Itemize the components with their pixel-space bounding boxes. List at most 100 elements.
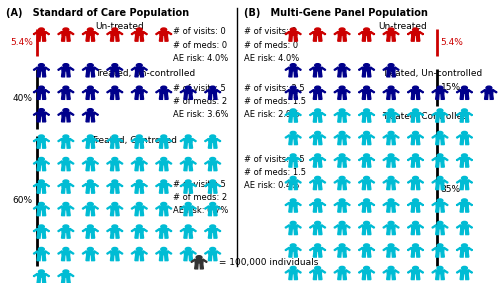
Circle shape [112, 225, 117, 228]
Polygon shape [411, 274, 414, 280]
Text: (A)   Standard of Care Population: (A) Standard of Care Population [6, 8, 189, 18]
Polygon shape [37, 184, 46, 187]
Polygon shape [386, 270, 396, 274]
Polygon shape [160, 35, 163, 41]
Circle shape [314, 86, 320, 90]
Polygon shape [383, 67, 388, 70]
Polygon shape [42, 35, 45, 41]
Polygon shape [106, 184, 111, 186]
Polygon shape [358, 180, 363, 183]
Polygon shape [321, 113, 326, 115]
Circle shape [462, 154, 468, 157]
Polygon shape [289, 71, 292, 77]
Polygon shape [216, 184, 221, 186]
Polygon shape [460, 274, 464, 280]
Polygon shape [394, 67, 399, 70]
Polygon shape [362, 158, 371, 161]
Polygon shape [411, 203, 420, 206]
Polygon shape [368, 139, 371, 145]
Polygon shape [441, 206, 444, 212]
Polygon shape [394, 203, 399, 205]
Polygon shape [386, 225, 396, 229]
Polygon shape [62, 210, 65, 216]
Polygon shape [490, 93, 494, 99]
Polygon shape [82, 112, 86, 115]
Polygon shape [289, 139, 292, 145]
Polygon shape [362, 161, 366, 167]
Polygon shape [208, 165, 212, 171]
Circle shape [186, 135, 191, 138]
Polygon shape [184, 184, 192, 187]
Polygon shape [368, 274, 371, 280]
Polygon shape [386, 116, 390, 122]
Polygon shape [143, 139, 148, 142]
Polygon shape [383, 225, 388, 228]
Polygon shape [289, 161, 292, 167]
Circle shape [38, 247, 44, 251]
Polygon shape [432, 180, 436, 183]
Polygon shape [131, 206, 136, 209]
Polygon shape [62, 32, 70, 35]
Polygon shape [86, 139, 95, 142]
Polygon shape [362, 35, 366, 41]
Polygon shape [110, 71, 114, 77]
Circle shape [112, 28, 117, 31]
Polygon shape [436, 229, 439, 235]
Polygon shape [135, 93, 138, 99]
Polygon shape [110, 210, 114, 216]
Circle shape [210, 135, 216, 138]
Circle shape [290, 221, 296, 225]
Polygon shape [184, 229, 192, 232]
Polygon shape [321, 270, 326, 273]
Polygon shape [140, 142, 143, 148]
Circle shape [364, 176, 370, 180]
Circle shape [290, 131, 296, 135]
Polygon shape [285, 158, 290, 160]
Circle shape [290, 154, 296, 157]
Polygon shape [140, 165, 143, 171]
Polygon shape [313, 203, 322, 206]
Polygon shape [460, 251, 464, 257]
Polygon shape [294, 116, 298, 122]
Polygon shape [362, 135, 371, 139]
Polygon shape [386, 71, 390, 77]
Circle shape [88, 247, 94, 251]
Polygon shape [416, 93, 420, 99]
Polygon shape [94, 32, 98, 35]
Polygon shape [460, 180, 469, 184]
Polygon shape [466, 93, 469, 99]
Circle shape [388, 154, 394, 157]
Circle shape [38, 225, 44, 228]
Polygon shape [456, 113, 461, 115]
Polygon shape [338, 274, 341, 280]
Polygon shape [208, 184, 217, 187]
Circle shape [290, 266, 296, 270]
Polygon shape [67, 165, 70, 171]
Polygon shape [321, 67, 326, 70]
Polygon shape [106, 90, 111, 93]
Circle shape [364, 28, 370, 31]
Polygon shape [318, 116, 322, 122]
Circle shape [364, 64, 370, 67]
Polygon shape [214, 210, 217, 216]
Text: Treated, Un-controlled: Treated, Un-controlled [382, 68, 483, 78]
Polygon shape [368, 229, 371, 235]
Polygon shape [62, 255, 65, 261]
Circle shape [486, 86, 492, 90]
Polygon shape [392, 116, 396, 122]
Circle shape [186, 247, 191, 251]
Polygon shape [288, 180, 298, 184]
Text: 15%: 15% [440, 83, 460, 92]
Polygon shape [394, 90, 399, 93]
Polygon shape [34, 67, 38, 70]
Polygon shape [432, 90, 436, 93]
Polygon shape [110, 35, 114, 41]
Polygon shape [135, 184, 144, 187]
Polygon shape [164, 142, 168, 148]
Polygon shape [456, 248, 461, 250]
Polygon shape [314, 116, 316, 122]
Polygon shape [419, 203, 424, 205]
Polygon shape [214, 255, 217, 261]
Polygon shape [110, 229, 120, 232]
Polygon shape [310, 135, 314, 138]
